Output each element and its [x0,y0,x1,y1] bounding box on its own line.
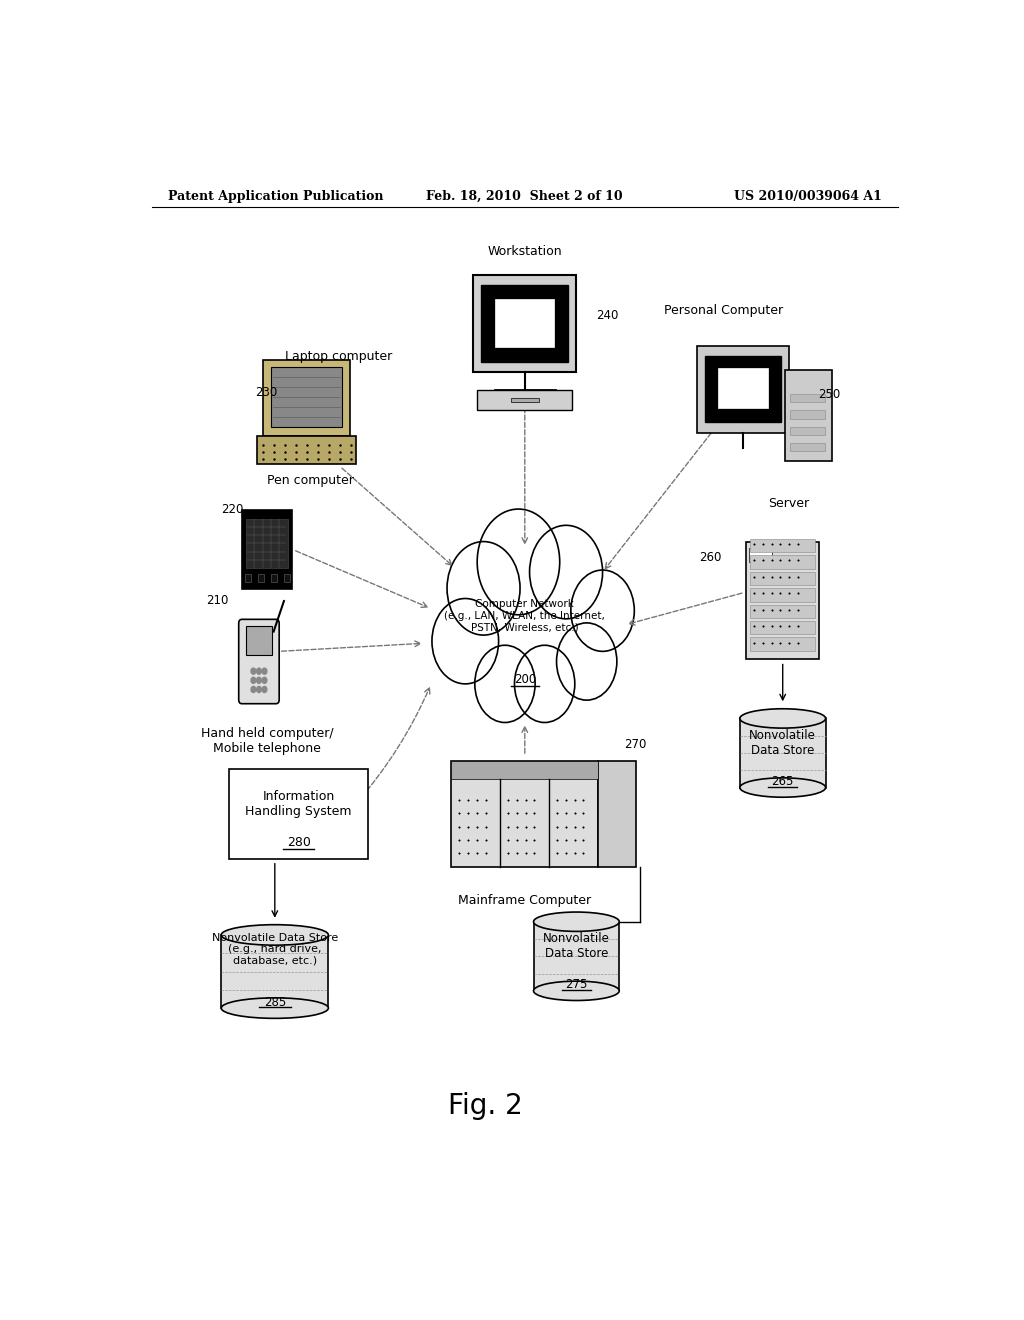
FancyBboxPatch shape [271,574,278,582]
FancyBboxPatch shape [246,519,288,568]
FancyBboxPatch shape [751,589,815,602]
FancyBboxPatch shape [511,399,539,403]
Text: Nonvolatile
Data Store: Nonvolatile Data Store [543,932,610,960]
Text: 250: 250 [818,388,841,401]
Circle shape [447,541,520,635]
Circle shape [475,645,536,722]
Text: 200: 200 [514,673,536,686]
FancyBboxPatch shape [242,510,292,589]
Text: 210: 210 [207,594,228,607]
FancyBboxPatch shape [477,391,572,411]
FancyBboxPatch shape [751,605,815,618]
Text: Server: Server [768,498,810,511]
FancyBboxPatch shape [257,436,356,465]
Text: Fig. 2: Fig. 2 [447,1092,522,1119]
Circle shape [477,510,560,615]
Circle shape [251,677,256,684]
FancyBboxPatch shape [751,638,815,651]
FancyBboxPatch shape [791,411,825,418]
FancyBboxPatch shape [791,444,825,451]
Circle shape [257,668,261,675]
Ellipse shape [221,998,329,1018]
Circle shape [514,645,574,722]
FancyBboxPatch shape [746,543,819,659]
Text: Hand held computer/
Mobile telephone: Hand held computer/ Mobile telephone [201,727,333,755]
FancyBboxPatch shape [481,285,568,362]
FancyBboxPatch shape [791,395,825,403]
FancyBboxPatch shape [697,346,788,433]
Text: Patent Application Publication: Patent Application Publication [168,190,383,202]
FancyBboxPatch shape [496,298,554,347]
FancyBboxPatch shape [284,574,290,582]
FancyBboxPatch shape [452,760,598,779]
Text: Nonvolatile
Data Store: Nonvolatile Data Store [750,729,816,756]
FancyBboxPatch shape [239,619,280,704]
Text: 270: 270 [624,738,646,751]
Ellipse shape [221,925,329,945]
Ellipse shape [534,912,620,932]
Circle shape [257,677,261,684]
Text: Nonvolatile Data Store
(e.g., hard drive,
database, etc.): Nonvolatile Data Store (e.g., hard drive… [212,932,338,966]
Circle shape [262,686,267,693]
FancyBboxPatch shape [534,921,620,991]
Text: Feb. 18, 2010  Sheet 2 of 10: Feb. 18, 2010 Sheet 2 of 10 [426,190,624,202]
Text: Mainframe Computer: Mainframe Computer [458,894,592,907]
FancyBboxPatch shape [705,356,781,422]
FancyBboxPatch shape [229,770,368,859]
FancyBboxPatch shape [740,718,825,788]
Ellipse shape [534,981,620,1001]
Circle shape [257,686,261,693]
FancyBboxPatch shape [791,426,825,434]
Text: US 2010/0039064 A1: US 2010/0039064 A1 [734,190,882,202]
FancyBboxPatch shape [245,574,252,582]
Text: 280: 280 [287,836,310,849]
Text: Pen computer: Pen computer [267,474,354,487]
Text: Laptop computer: Laptop computer [285,350,392,363]
Text: 265: 265 [771,775,794,788]
FancyBboxPatch shape [751,539,815,552]
Ellipse shape [740,709,825,729]
Text: Computer Network
(e.g., LAN, WLAN, the Internet,
PSTN, Wireless, etc.): Computer Network (e.g., LAN, WLAN, the I… [444,599,605,632]
Text: Workstation: Workstation [487,246,562,259]
Circle shape [529,525,602,619]
Circle shape [570,570,634,651]
FancyBboxPatch shape [258,574,264,582]
Circle shape [262,677,267,684]
FancyBboxPatch shape [452,760,598,867]
FancyBboxPatch shape [751,620,815,635]
Circle shape [262,668,267,675]
FancyBboxPatch shape [263,359,350,436]
FancyBboxPatch shape [751,572,815,585]
FancyBboxPatch shape [473,276,577,372]
Circle shape [251,668,256,675]
Text: 285: 285 [264,995,286,1008]
FancyBboxPatch shape [751,556,815,569]
Text: 275: 275 [565,978,588,991]
FancyBboxPatch shape [598,760,636,867]
Circle shape [432,598,499,684]
Text: 220: 220 [221,503,244,516]
Text: 260: 260 [699,552,722,565]
FancyBboxPatch shape [785,370,831,461]
FancyBboxPatch shape [246,627,271,656]
FancyBboxPatch shape [221,935,329,1008]
Ellipse shape [740,777,825,797]
FancyBboxPatch shape [270,367,342,426]
Text: Personal Computer: Personal Computer [664,305,782,317]
Circle shape [557,623,616,700]
Circle shape [251,686,256,693]
Text: Information
Handling System: Information Handling System [246,789,352,818]
Text: 240: 240 [596,309,618,322]
FancyBboxPatch shape [718,368,768,408]
FancyBboxPatch shape [750,548,772,562]
Text: 230: 230 [255,385,278,399]
